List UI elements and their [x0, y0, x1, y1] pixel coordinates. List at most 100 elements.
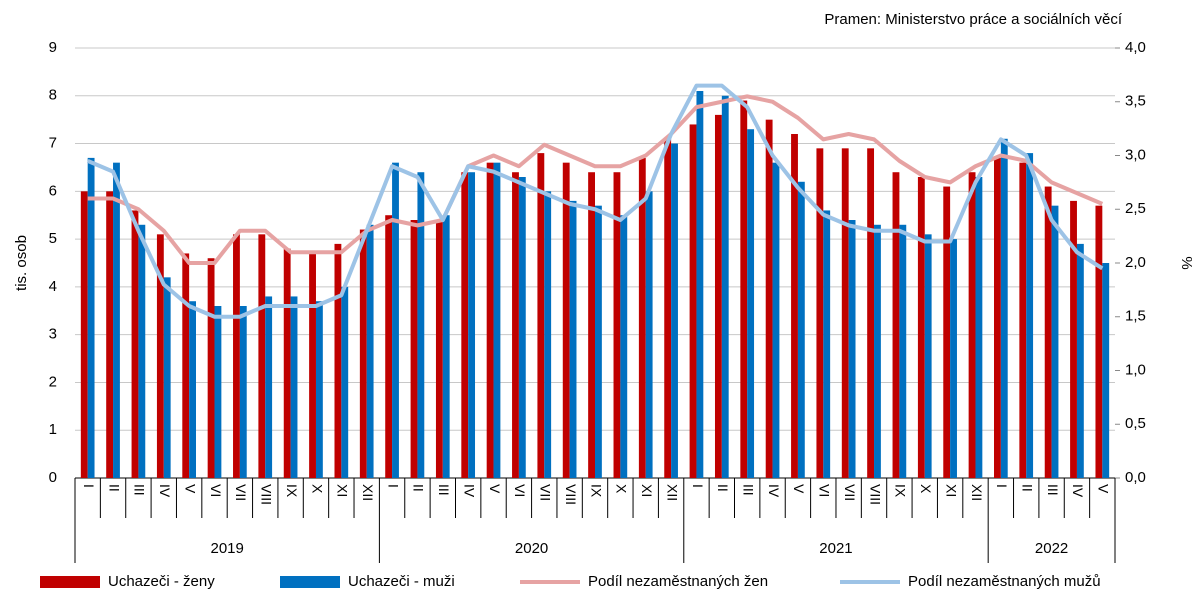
bar [994, 157, 1001, 478]
bar [131, 210, 139, 478]
x-tick-label: I [690, 484, 706, 488]
bar [385, 215, 393, 478]
bar [315, 301, 323, 478]
x-tick-label: VII [538, 484, 554, 501]
bar [772, 162, 780, 478]
y-tick-label: 6 [49, 182, 57, 199]
x-tick-label: VIII [259, 484, 275, 505]
x-tick-label: XII [664, 484, 680, 501]
bar [265, 296, 273, 478]
bar [366, 224, 374, 478]
bar [950, 239, 957, 478]
x-tick-label: XII [969, 484, 985, 501]
bar [874, 224, 881, 478]
bar [1102, 263, 1110, 478]
bar [867, 148, 875, 479]
line [87, 94, 1104, 265]
y2-tick-label: 3,5 [1125, 93, 1146, 110]
bar [544, 191, 552, 479]
bar [816, 148, 824, 479]
bar [968, 172, 976, 478]
y2-tick-label: 2,5 [1125, 200, 1146, 217]
legend-label: Podíl nezaměstnaných mužů [908, 573, 1101, 590]
bar [493, 162, 501, 478]
x-tick-label: V [791, 484, 807, 494]
bar [1095, 205, 1103, 478]
bar [943, 186, 951, 479]
y-tick-label: 5 [49, 230, 57, 247]
bar [138, 224, 146, 478]
y-tick-label: 9 [49, 39, 57, 56]
x-tick-label: II [1020, 484, 1036, 492]
bar [87, 157, 95, 478]
y-tick-label: 0 [49, 469, 57, 486]
x-tick-label: XI [335, 484, 351, 497]
x-tick-label: XII [360, 484, 376, 501]
y-tick-label: 4 [49, 278, 57, 295]
bar [512, 172, 519, 478]
x-tick-label: IX [588, 484, 604, 498]
x-tick-label: I [81, 484, 97, 488]
bar [1026, 153, 1034, 478]
bar [975, 177, 983, 478]
bar [442, 215, 450, 478]
bar [486, 162, 494, 478]
x-tick-label: I [994, 484, 1010, 488]
y2-tick-label: 1,5 [1125, 308, 1146, 325]
x-tick-label: II [106, 484, 122, 492]
bar [620, 215, 628, 478]
x-tick-label: X [309, 484, 325, 494]
x-tick-label: III [132, 484, 148, 496]
x-tick-label: V [182, 484, 198, 494]
x-tick-label: VI [817, 484, 833, 497]
bar [537, 153, 545, 478]
x-tick-label: VII [233, 484, 249, 501]
bar [106, 191, 114, 479]
bar [113, 162, 120, 478]
y2-tick-label: 1,0 [1125, 361, 1146, 378]
x-tick-label: IV [461, 484, 477, 498]
bar [156, 234, 164, 478]
x-tick-label: VIII [563, 484, 579, 505]
x-tick-label: VI [512, 484, 528, 497]
bar [410, 220, 418, 478]
bar [595, 205, 602, 478]
line [86, 83, 1104, 319]
bar [258, 234, 266, 478]
legend-swatch [40, 576, 100, 588]
y-tick-label: 8 [49, 87, 57, 104]
bar [823, 210, 831, 478]
x-tick-label: VI [208, 484, 224, 497]
bar [645, 191, 653, 479]
bar [468, 172, 476, 478]
bar [791, 134, 798, 478]
year-label: 2019 [211, 540, 244, 557]
bar [562, 162, 570, 478]
bar [740, 100, 748, 479]
bar [848, 220, 856, 478]
y2-tick-label: 0,0 [1125, 469, 1146, 486]
bar [233, 234, 240, 478]
bar [1076, 243, 1084, 478]
bar [461, 172, 469, 478]
year-label: 2020 [515, 540, 548, 557]
x-tick-label: XI [639, 484, 655, 497]
x-tick-label: II [411, 484, 427, 492]
year-label: 2022 [1035, 540, 1068, 557]
bar [1000, 138, 1008, 478]
bar [80, 191, 88, 479]
bar [1070, 200, 1077, 478]
x-tick-label: X [614, 484, 630, 494]
x-tick-label: X [918, 484, 934, 494]
y-tick-label: 2 [49, 373, 57, 390]
bar [613, 172, 621, 478]
bar [841, 148, 849, 479]
y2-axis-label: % [1178, 256, 1195, 269]
bar [721, 95, 729, 479]
x-tick-label: XI [943, 484, 959, 497]
y-axis-label: tis. osob [13, 235, 30, 291]
source: Pramen: Ministerstvo práce a sociálních … [824, 11, 1122, 28]
legend-label: Podíl nezaměstnaných žen [588, 573, 768, 590]
legend-swatch [280, 576, 340, 588]
